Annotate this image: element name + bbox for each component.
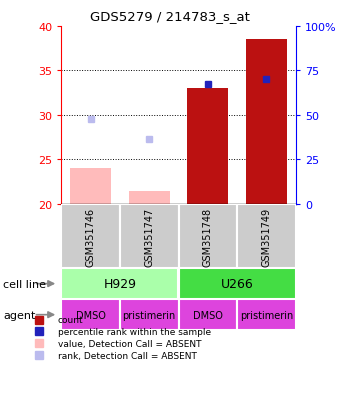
Bar — [178, 268, 296, 299]
Text: GDS5279 / 214783_s_at: GDS5279 / 214783_s_at — [90, 10, 250, 23]
Bar — [61, 204, 120, 268]
Text: value, Detection Call = ABSENT: value, Detection Call = ABSENT — [58, 339, 201, 348]
Text: pristimerin: pristimerin — [240, 310, 293, 320]
Text: DMSO: DMSO — [193, 310, 223, 320]
Text: U266: U266 — [221, 278, 254, 290]
Bar — [61, 268, 178, 299]
Bar — [246, 40, 287, 204]
Bar — [237, 299, 296, 330]
Bar — [237, 204, 296, 268]
Bar — [120, 204, 178, 268]
Text: GSM351749: GSM351749 — [261, 207, 271, 266]
Bar — [61, 299, 120, 330]
Bar — [120, 299, 178, 330]
Bar — [129, 191, 170, 204]
Text: DMSO: DMSO — [75, 310, 105, 320]
Text: GSM351747: GSM351747 — [144, 207, 154, 266]
Bar — [70, 169, 111, 204]
Text: count: count — [58, 316, 83, 324]
Text: cell line: cell line — [3, 279, 46, 289]
Text: agent: agent — [3, 310, 36, 320]
Bar — [187, 89, 228, 204]
Text: percentile rank within the sample: percentile rank within the sample — [58, 327, 211, 336]
Text: rank, Detection Call = ABSENT: rank, Detection Call = ABSENT — [58, 351, 197, 360]
Text: GSM351746: GSM351746 — [86, 207, 96, 266]
Bar — [178, 204, 237, 268]
Text: pristimerin: pristimerin — [122, 310, 176, 320]
Bar — [178, 299, 237, 330]
Text: GSM351748: GSM351748 — [203, 207, 213, 266]
Text: H929: H929 — [103, 278, 136, 290]
